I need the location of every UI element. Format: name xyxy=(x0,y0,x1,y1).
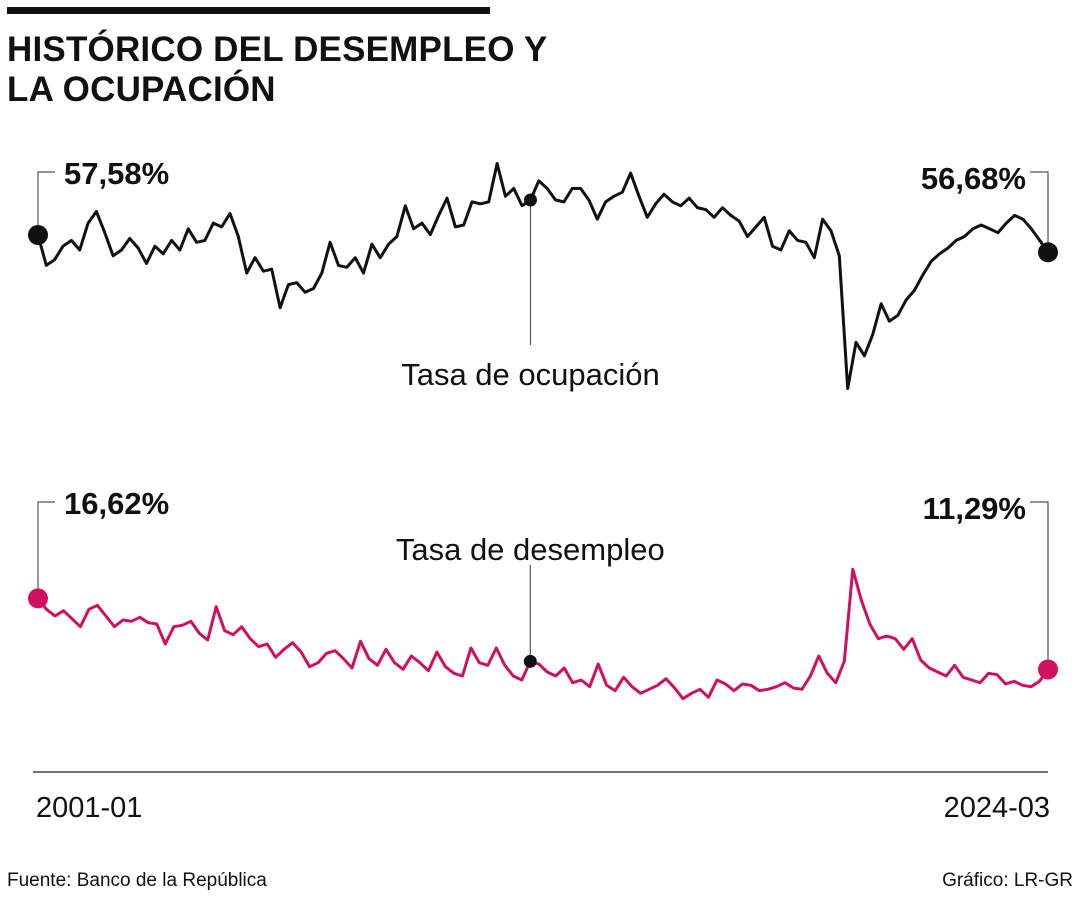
series-1-start-leader xyxy=(37,501,55,589)
series-0-name-pointer xyxy=(523,193,537,207)
chart-title: HISTÓRICO DEL DESEMPLEO Y LA OCUPACIÓN xyxy=(7,30,547,109)
series-1-name-pointer xyxy=(523,654,537,668)
series-0-end-label: 56,68% xyxy=(921,161,1026,196)
credit-note: Gráfico: LR-GR xyxy=(942,870,1073,891)
series-1-end-dot xyxy=(1038,659,1058,680)
series-0-line xyxy=(36,162,1050,390)
series-0-start-leader xyxy=(37,171,55,225)
x-tick-label-end: 2024-03 xyxy=(944,792,1050,824)
series-0-name-label: Tasa de ocupación xyxy=(401,357,660,392)
series-1-end-label: 11,29% xyxy=(923,491,1026,526)
series-1-name-label: Tasa de desempleo xyxy=(396,532,665,567)
source-note: Fuente: Banco de la República xyxy=(7,870,267,891)
series-1-start-dot xyxy=(28,588,48,609)
series-0-start-label: 57,58% xyxy=(64,156,169,191)
series-1-start-label: 16,62% xyxy=(64,486,169,521)
series-0-start-dot xyxy=(28,225,48,245)
x-tick-label-start: 2001-01 xyxy=(36,792,142,824)
series-0-group: 57,58% 56,68% Tasa de ocupación xyxy=(28,156,1058,392)
series-1-end-leader xyxy=(1030,501,1049,660)
series-0-end-dot xyxy=(1038,242,1058,263)
series-1-line xyxy=(36,567,1050,701)
top-rule xyxy=(7,7,490,14)
series-1-group: 16,62% 11,29% Tasa de desempleo xyxy=(28,486,1058,701)
series-0-end-leader xyxy=(1030,171,1049,243)
